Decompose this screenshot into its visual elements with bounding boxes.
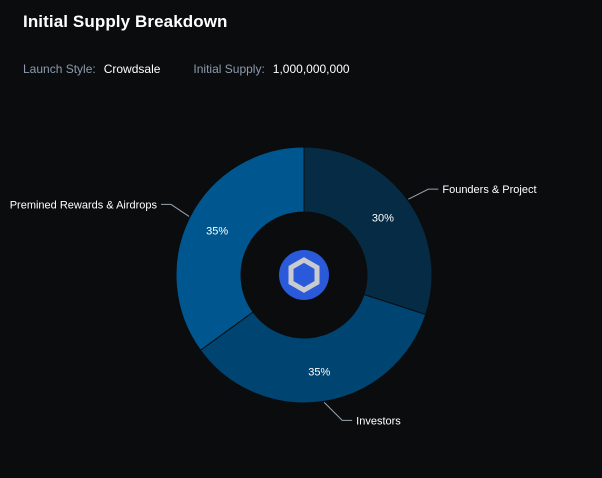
- initial-supply-value: 1,000,000,000: [272, 62, 350, 76]
- slice-percent-label: 35%: [206, 226, 228, 238]
- slice-category-label: Founders & Project: [442, 184, 536, 196]
- initial-supply-label: Initial Supply:: [193, 62, 265, 76]
- launch-style-label: Launch Style:: [23, 62, 96, 76]
- leader-line: [408, 188, 439, 200]
- slice-premined-rewards-airdrops[interactable]: [175, 146, 305, 351]
- launch-style-value: Crowdsale: [103, 62, 161, 76]
- chainlink-hexagon-icon: [279, 250, 329, 300]
- slice-category-label: Investors: [356, 415, 401, 427]
- slice-percent-label: 30%: [372, 213, 394, 225]
- slice-founders-project[interactable]: [303, 146, 433, 316]
- leader-line: [161, 203, 190, 217]
- page-title: Initial Supply Breakdown: [23, 12, 228, 31]
- leader-line: [323, 402, 353, 421]
- slice-category-label: Premined Rewards & Airdrops: [10, 199, 158, 211]
- slice-investors[interactable]: [199, 293, 427, 404]
- slice-percent-label: 35%: [308, 366, 330, 378]
- supply-meta: Launch Style: Crowdsale Initial Supply: …: [23, 62, 350, 76]
